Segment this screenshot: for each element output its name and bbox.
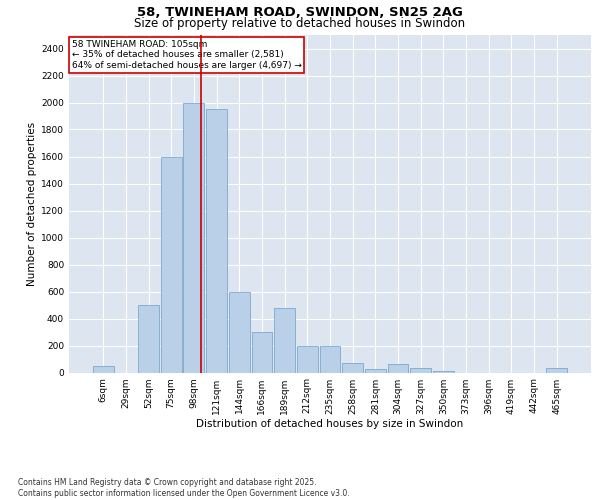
Bar xyxy=(206,110,227,372)
Bar xyxy=(93,366,113,372)
Text: 58, TWINEHAM ROAD, SWINDON, SN25 2AG: 58, TWINEHAM ROAD, SWINDON, SN25 2AG xyxy=(137,6,463,18)
Bar xyxy=(388,364,409,372)
Bar xyxy=(433,371,454,372)
Bar xyxy=(342,363,363,372)
Bar xyxy=(547,368,567,372)
Bar xyxy=(410,368,431,372)
Text: Size of property relative to detached houses in Swindon: Size of property relative to detached ho… xyxy=(134,18,466,30)
Text: Contains HM Land Registry data © Crown copyright and database right 2025.
Contai: Contains HM Land Registry data © Crown c… xyxy=(18,478,350,498)
Y-axis label: Number of detached properties: Number of detached properties xyxy=(27,122,37,286)
Bar xyxy=(251,332,272,372)
Bar xyxy=(229,292,250,372)
Bar xyxy=(297,346,318,372)
X-axis label: Distribution of detached houses by size in Swindon: Distribution of detached houses by size … xyxy=(196,420,464,430)
Bar xyxy=(320,346,340,372)
Bar xyxy=(184,102,205,372)
Text: 58 TWINEHAM ROAD: 105sqm
← 35% of detached houses are smaller (2,581)
64% of sem: 58 TWINEHAM ROAD: 105sqm ← 35% of detach… xyxy=(71,40,301,70)
Bar xyxy=(274,308,295,372)
Bar xyxy=(138,305,159,372)
Bar xyxy=(161,156,182,372)
Bar xyxy=(365,369,386,372)
